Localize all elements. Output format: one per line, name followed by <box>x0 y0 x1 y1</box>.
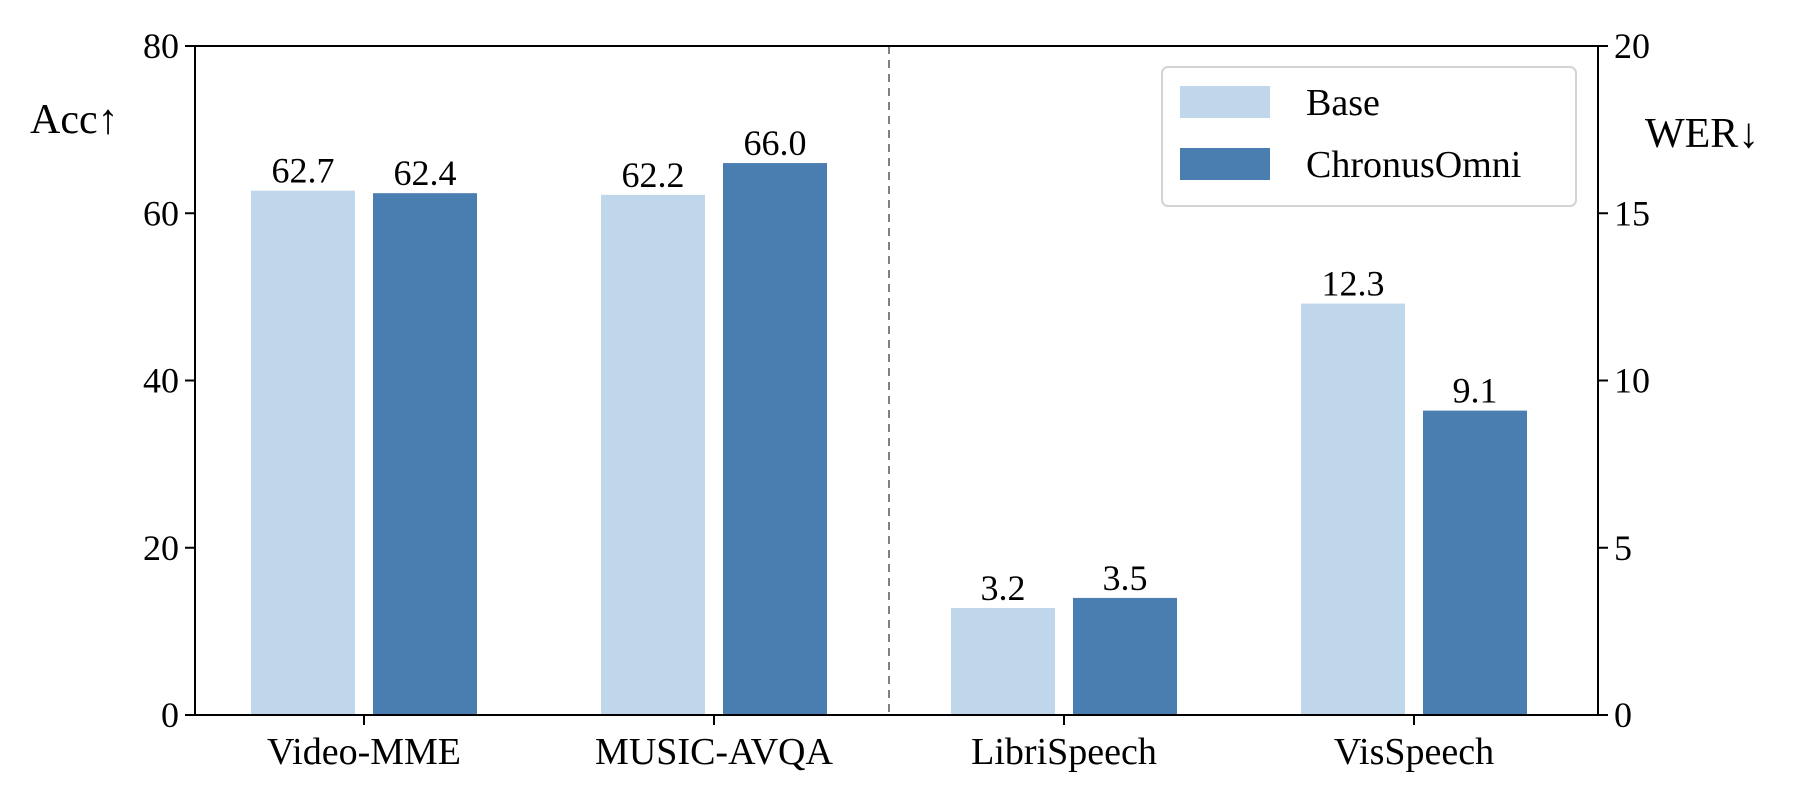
data-label: 3.2 <box>981 568 1026 608</box>
data-label: 3.5 <box>1103 558 1148 598</box>
bar <box>373 193 477 715</box>
bars-layer <box>251 163 1527 716</box>
bar <box>1301 303 1405 715</box>
legend-swatch <box>1180 148 1270 180</box>
y-tick-label: 60 <box>143 193 179 233</box>
y-tick-label: 0 <box>161 695 179 735</box>
y-tick-label: 40 <box>143 361 179 401</box>
data-label: 62.7 <box>272 151 335 191</box>
x-axis: Video-MME MUSIC-AVQA LibriSpeech VisSpeech <box>267 715 1494 773</box>
y-tick-label: 20 <box>143 528 179 568</box>
bar <box>1423 410 1527 715</box>
left-axis-title: Acc↑ <box>30 97 119 143</box>
data-label: 66.0 <box>744 123 807 163</box>
x-tick-label: LibriSpeech <box>971 731 1157 773</box>
y-tick-label: 20 <box>1614 26 1650 66</box>
data-labels-layer: 62.7 62.4 62.2 66.0 3.2 3.5 12.3 9.1 <box>272 123 1498 608</box>
data-label: 9.1 <box>1453 371 1498 411</box>
bar <box>601 194 705 716</box>
legend-label: ChronusOmni <box>1306 144 1521 186</box>
bar <box>951 607 1055 715</box>
data-label: 62.4 <box>394 153 457 193</box>
legend-label: Base <box>1306 82 1380 124</box>
data-label: 12.3 <box>1322 264 1385 304</box>
legend-swatch <box>1180 86 1270 118</box>
y-tick-label: 15 <box>1614 193 1650 233</box>
bar <box>251 190 355 715</box>
legend: Base ChronusOmni <box>1161 66 1577 207</box>
x-tick-label: Video-MME <box>267 731 461 773</box>
y-tick-label: 80 <box>143 26 179 66</box>
right-y-axis: 0 5 10 15 20 <box>1598 26 1650 735</box>
y-tick-label: 10 <box>1614 361 1650 401</box>
x-tick-label: MUSIC-AVQA <box>595 731 833 773</box>
bar <box>1073 597 1177 715</box>
y-tick-label: 5 <box>1614 528 1632 568</box>
right-axis-title: WER↓ <box>1645 111 1759 157</box>
bar <box>723 163 827 715</box>
left-y-axis: 0 20 40 60 80 <box>143 26 195 735</box>
x-tick-label: VisSpeech <box>1334 731 1494 773</box>
y-tick-label: 0 <box>1614 695 1632 735</box>
data-label: 62.2 <box>622 155 685 195</box>
